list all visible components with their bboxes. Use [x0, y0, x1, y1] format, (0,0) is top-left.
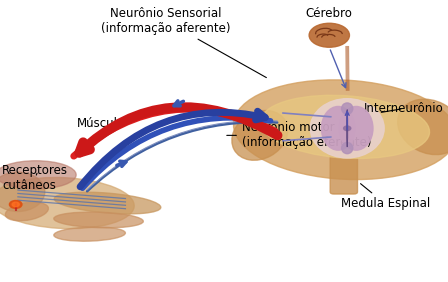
- Ellipse shape: [54, 212, 143, 228]
- Text: Neurônio motor
(informação eferente): Neurônio motor (informação eferente): [227, 121, 371, 149]
- Ellipse shape: [322, 107, 355, 150]
- Text: Interneurônio: Interneurônio: [364, 102, 444, 115]
- Ellipse shape: [0, 161, 76, 189]
- Ellipse shape: [310, 99, 384, 158]
- Ellipse shape: [309, 23, 349, 47]
- Ellipse shape: [0, 177, 134, 229]
- Ellipse shape: [54, 192, 161, 214]
- Text: Receptores
cutâneos: Receptores cutâneos: [2, 164, 68, 192]
- Ellipse shape: [341, 142, 353, 154]
- Text: Músculo: Músculo: [77, 117, 125, 150]
- Ellipse shape: [5, 202, 48, 221]
- Circle shape: [344, 126, 351, 131]
- Ellipse shape: [232, 111, 288, 160]
- FancyBboxPatch shape: [330, 150, 358, 194]
- Text: Cérebro: Cérebro: [306, 7, 353, 20]
- Text: Neurônio Sensorial
(informação aferente): Neurônio Sensorial (informação aferente): [101, 7, 267, 78]
- Ellipse shape: [398, 99, 448, 155]
- Text: Medula Espinal: Medula Espinal: [340, 184, 430, 210]
- Ellipse shape: [260, 95, 430, 158]
- Ellipse shape: [12, 202, 19, 207]
- Ellipse shape: [233, 80, 448, 180]
- Ellipse shape: [340, 107, 373, 150]
- Ellipse shape: [0, 172, 45, 212]
- Ellipse shape: [341, 103, 353, 114]
- Ellipse shape: [54, 227, 125, 241]
- Ellipse shape: [9, 201, 22, 208]
